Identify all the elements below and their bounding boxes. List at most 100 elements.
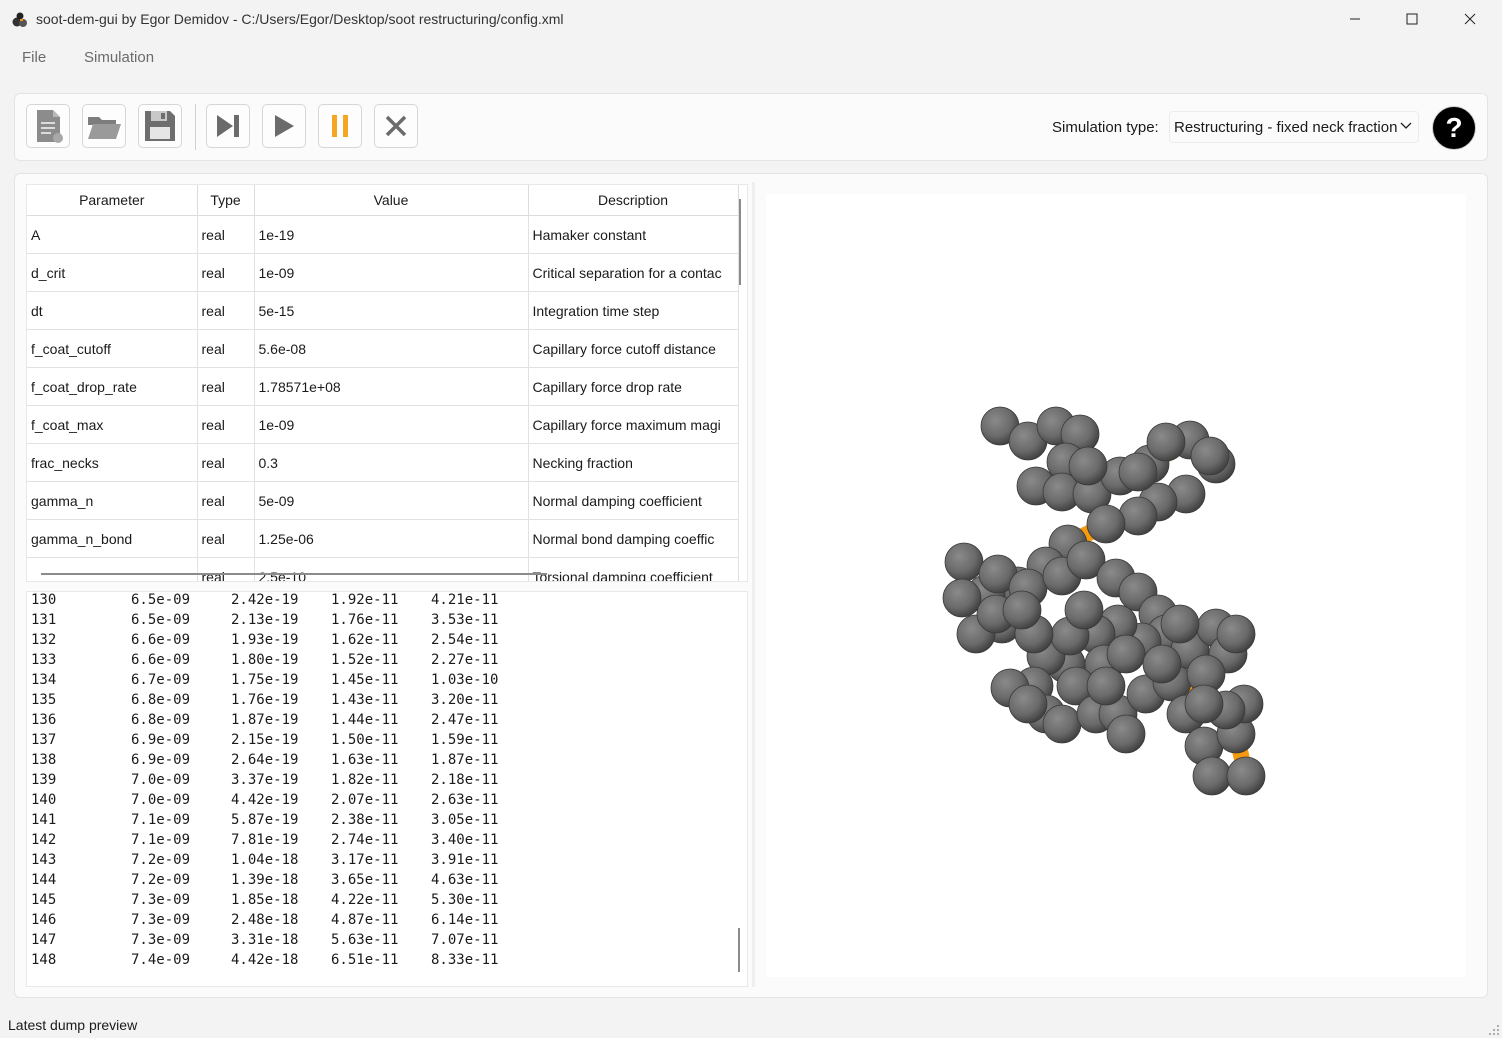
cell-value[interactable]: 0.3 [254,443,529,482]
panel-splitter[interactable] [752,182,755,987]
simulation-type-select[interactable]: Restructuring - fixed neck fraction [1169,111,1419,143]
stop-icon [385,115,407,137]
cell-value[interactable]: 5e-15 [254,291,529,330]
minimize-button[interactable] [1332,4,1378,34]
particle-sphere [1190,436,1230,476]
log-cell: 4.22e-11 [331,892,399,908]
particle-sphere [1106,634,1146,674]
table-row[interactable]: dt real 5e-15 Integration time step [27,291,739,330]
save-button[interactable] [138,104,182,148]
cell-value[interactable]: 1e-19 [254,215,529,254]
cell-type: real [197,291,255,330]
cell-parameter: A [27,215,198,254]
particle-sphere [1118,496,1158,536]
cell-value[interactable]: 1.25e-06 [254,519,529,558]
log-cell: 8.33e-11 [431,952,499,968]
stop-button[interactable] [374,104,418,148]
step-forward-button[interactable] [206,104,250,148]
cell-description: Capillary force maximum magi [528,405,739,444]
table-row[interactable]: gamma_n_bond real 1.25e-06 Normal bond damp… [27,519,739,558]
particle-sphere [1068,446,1108,486]
log-cell: 6.51e-11 [331,952,399,968]
log-cell: 146 [31,912,57,928]
aggregate-visualization [942,406,1266,796]
log-cell: 1.85e-18 [231,892,299,908]
menu-simulation[interactable]: Simulation [84,49,155,66]
cell-type: real [197,443,255,482]
table-row[interactable]: f_coat_drop_rate real 1.78571e+08 Capillary… [27,367,739,406]
cell-type: real [197,557,255,581]
table-row[interactable]: gamma_n real 5e-09 Normal damping coefficie… [27,481,739,520]
run-button[interactable] [262,104,306,148]
menu-file[interactable]: File [22,49,47,66]
cell-parameter [27,557,198,581]
cell-value[interactable]: 1e-09 [254,253,529,292]
log-cell: 1.63e-11 [331,752,399,768]
status-text: Latest dump preview [8,1017,138,1033]
column-header-type[interactable]: Type [197,185,255,216]
particle-sphere [1064,590,1104,630]
log-cell: 144 [31,872,57,888]
chevron-down-icon [1400,122,1412,129]
cell-value[interactable]: 1e-09 [254,405,529,444]
log-cell: 2.64e-19 [231,752,299,768]
table-row[interactable]: frac_necks real 0.3 Necking fraction [27,443,739,482]
pause-icon [332,115,348,137]
maximize-button[interactable] [1389,4,1435,34]
new-file-button[interactable] [26,104,70,148]
log-cell: 140 [31,792,57,808]
close-window-button[interactable] [1447,4,1493,34]
log-cell: 7.1e-09 [131,812,191,828]
log-cell: 138 [31,752,57,768]
pause-button[interactable] [318,104,362,148]
log-cell: 3.05e-11 [431,812,499,828]
table-horizontal-scrollbar[interactable] [41,573,547,575]
table-row[interactable]: d_crit real 1e-09 Critical separation for a… [27,253,739,292]
cell-value[interactable]: 5.6e-08 [254,329,529,368]
cell-value[interactable]: 5e-09 [254,481,529,520]
log-cell: 2.47e-11 [431,712,499,728]
app-icon [12,12,27,27]
log-cell: 6.6e-09 [131,652,191,668]
log-cell: 141 [31,812,57,828]
simulation-type-label: Simulation type: [1052,119,1159,136]
cell-value[interactable]: 2.5e-10 [254,557,529,581]
particle-sphere [1008,684,1048,724]
table-row[interactable]: f_coat_max real 1e-09 Capillary force maxim… [27,405,739,444]
cell-parameter: f_coat_max [27,405,198,444]
log-cell: 143 [31,852,57,868]
log-cell: 135 [31,692,57,708]
particle-sphere [944,542,984,582]
log-cell: 2.63e-11 [431,792,499,808]
help-button[interactable]: ? [1432,106,1476,150]
cell-value[interactable]: 1.78571e+08 [254,367,529,406]
table-vertical-scrollbar[interactable] [739,199,741,285]
log-cell: 1.04e-18 [231,852,299,868]
particle-sphere [1002,590,1042,630]
cell-description: Critical separation for a contac [528,253,739,292]
log-cell: 132 [31,632,57,648]
resize-grip-icon[interactable] [1488,1024,1500,1036]
column-header-parameter[interactable]: Parameter [27,185,198,216]
log-cell: 1.75e-19 [231,672,299,688]
column-header-description[interactable]: Description [528,185,739,216]
log-vertical-scrollbar[interactable] [738,928,740,972]
table-row[interactable]: f_coat_cutoff real 5.6e-08 Capillary force … [27,329,739,368]
log-cell: 7.0e-09 [131,792,191,808]
log-cell: 6.8e-09 [131,692,191,708]
simulation-type-value: Restructuring - fixed neck fraction [1174,119,1398,136]
cell-description: Hamaker constant [528,215,739,254]
title-bar: soot-dem-gui by Egor Demidov - C:/Users/… [0,0,1502,38]
log-cell: 145 [31,892,57,908]
log-cell: 1.39e-18 [231,872,299,888]
open-button[interactable] [82,104,126,148]
cell-type: real [197,405,255,444]
table-row[interactable]: real 2.5e-10 Torsional damping coefficient [27,557,739,581]
cell-parameter: frac_necks [27,443,198,482]
cell-parameter: gamma_n [27,481,198,520]
log-cell: 1.45e-11 [331,672,399,688]
column-header-value[interactable]: Value [254,185,529,216]
log-cell: 6.9e-09 [131,732,191,748]
particle-sphere [1216,614,1256,654]
